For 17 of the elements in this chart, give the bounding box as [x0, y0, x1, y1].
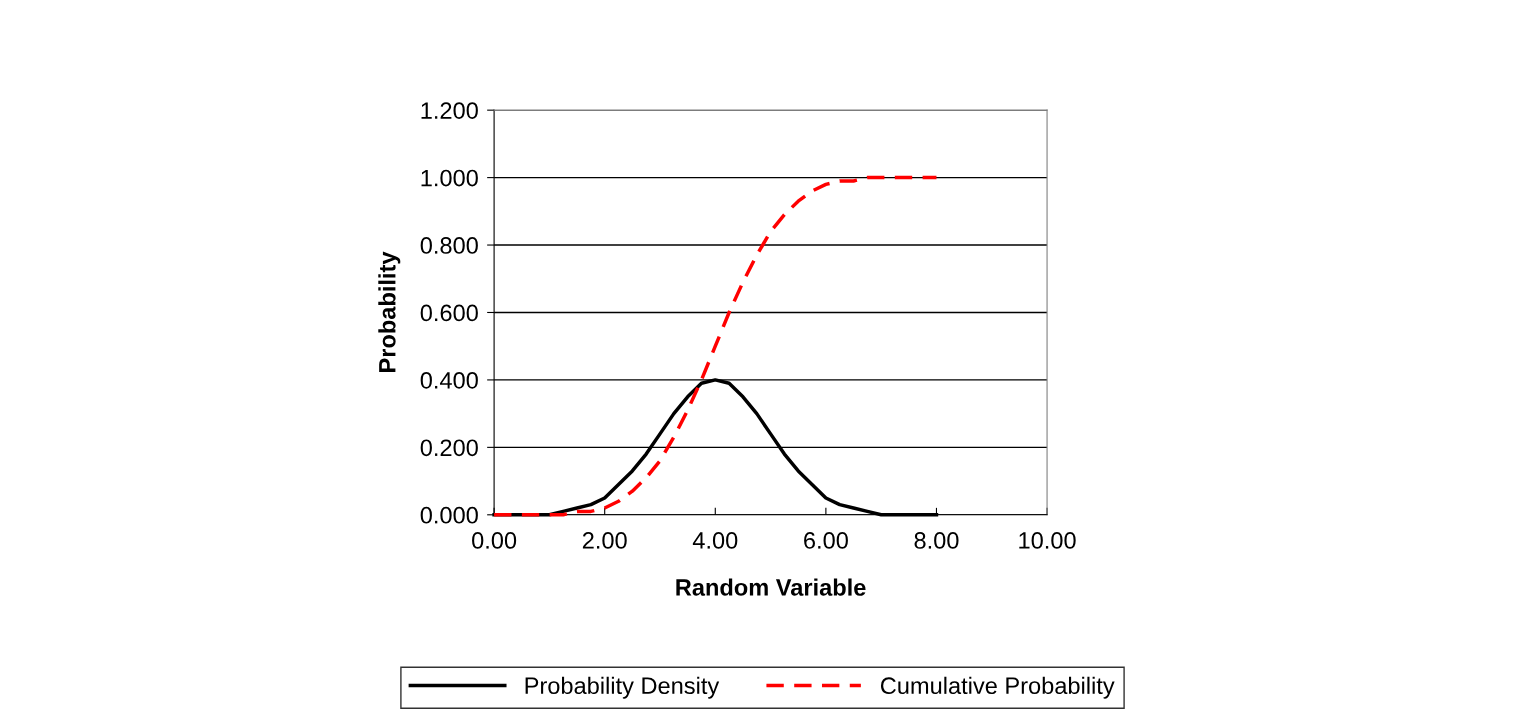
legend-label: Probability Density [525, 676, 720, 699]
x-tick-label: 2.00 [582, 532, 627, 549]
y-axis-title: Probability [378, 251, 401, 372]
legend-label: Cumulative Probability [880, 676, 1115, 699]
y-tick-label: 0.400 [420, 371, 478, 389]
x-axis-title: Random Variable [676, 578, 866, 596]
y-tick-label: 1.000 [421, 169, 478, 187]
y-tick-label: 1.200 [421, 102, 478, 119]
y-tick-label: 0.200 [420, 439, 478, 457]
x-tick-label: 4.00 [692, 532, 738, 549]
x-tick-label: 6.00 [804, 532, 848, 549]
x-tick-label: 0.00 [472, 532, 517, 549]
y-tick-label: 0.800 [420, 237, 478, 254]
y-tick-label: 0.600 [420, 304, 478, 322]
x-tick-label: 10.00 [1019, 532, 1076, 549]
y-tick-label: 0.000 [420, 506, 478, 524]
x-tick-label: 8.00 [914, 532, 959, 549]
